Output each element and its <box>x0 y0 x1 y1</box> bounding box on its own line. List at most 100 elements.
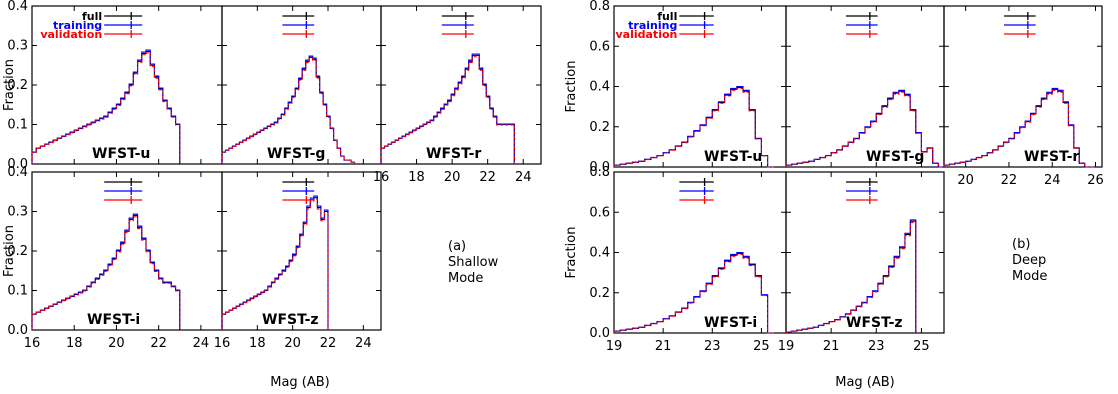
mode-label-line: (a) <box>448 239 466 254</box>
y-tick-label: 0.2 <box>589 286 610 301</box>
band-label: WFST-z <box>846 315 903 331</box>
y-tick-label: 0.0 <box>589 326 610 341</box>
band-label: WFST-g <box>267 146 325 162</box>
x-tick-label: 20 <box>444 170 461 185</box>
panel-wfst-i: 0.0 0.2 0.4 0.6 0.8 19 21 23 25 WFST-i <box>589 165 787 354</box>
y-tick-label: 0.0 <box>7 157 28 172</box>
panel-frame <box>943 5 1103 168</box>
panel-frame <box>31 171 223 331</box>
band-label: WFST-r <box>1024 149 1079 165</box>
y-axis-label: Fraction <box>564 227 579 279</box>
panel-wfst-z: 19 21 23 25 WFST-z <box>778 171 945 354</box>
x-tick-label: 16 <box>214 336 231 351</box>
x-tick-label: 25 <box>913 339 930 354</box>
y-tick-label: 0.4 <box>589 246 610 261</box>
y-axis-label: Fraction <box>2 59 17 111</box>
y-axis-label: Fraction <box>564 61 579 113</box>
y-tick-label: 0.3 <box>7 39 28 54</box>
mode-label-line: Deep <box>1012 253 1046 268</box>
x-tick-label: 26 <box>1087 173 1104 188</box>
y-tick-label: 0.1 <box>7 284 28 299</box>
validation-histogram <box>221 58 356 164</box>
x-tick-label: 22 <box>320 336 337 351</box>
y-tick-label: 0.1 <box>7 118 28 133</box>
y-tick-label: 0.6 <box>589 39 610 54</box>
y-axis-label: Fraction <box>2 225 17 277</box>
band-label: WFST-g <box>866 149 924 165</box>
x-tick-label: 18 <box>249 336 266 351</box>
x-tick-label: 20 <box>284 336 301 351</box>
legend-label-full: full <box>82 10 102 23</box>
legend-label-validation: validation <box>40 28 102 41</box>
training-histogram <box>221 195 329 330</box>
panel-wfst-r: 20 22 24 26 WFST-r <box>943 5 1104 188</box>
legend-label-training: training <box>628 19 677 32</box>
panel-wfst-i: 0.0 0.1 0.2 0.3 0.4 16 18 20 22 24 WFST-i <box>7 165 223 351</box>
y-tick-label: 0.2 <box>7 78 28 93</box>
x-tick-label: 22 <box>150 336 167 351</box>
panel-frame <box>613 171 787 334</box>
band-label: WFST-i <box>87 312 140 328</box>
x-tick-label: 23 <box>704 339 721 354</box>
x-axis-label: Mag (AB) <box>270 375 330 390</box>
x-tick-label: 23 <box>868 339 885 354</box>
x-tick-label: 24 <box>515 170 532 185</box>
validation-histogram <box>785 222 917 333</box>
validation-histogram <box>31 52 181 164</box>
y-tick-label: 0.6 <box>589 205 610 220</box>
band-label: WFST-z <box>262 312 319 328</box>
y-tick-label: 0.2 <box>7 244 28 259</box>
mode-label-line: Mode <box>1012 269 1047 284</box>
band-label: WFST-u <box>92 146 150 162</box>
x-tick-label: 24 <box>355 336 372 351</box>
panel-wfst-z: 16 18 20 22 24 WFST-z <box>214 171 382 351</box>
y-tick-label: 0.8 <box>589 165 610 180</box>
x-tick-label: 24 <box>193 336 210 351</box>
training-histogram <box>31 213 181 330</box>
x-tick-label: 22 <box>479 170 496 185</box>
x-tick-label: 16 <box>24 336 41 351</box>
mode-label-line: Mode <box>448 271 483 286</box>
y-tick-label: 0.4 <box>7 165 28 180</box>
validation-histogram <box>221 198 329 330</box>
validation-histogram <box>785 91 944 168</box>
training-histogram <box>31 49 181 164</box>
x-tick-label: 22 <box>1001 173 1018 188</box>
y-tick-label: 0.4 <box>589 80 610 95</box>
x-tick-label: 19 <box>778 339 795 354</box>
validation-histogram <box>31 216 181 330</box>
band-label: WFST-r <box>426 146 481 162</box>
validation-histogram <box>380 56 515 164</box>
x-tick-label: 20 <box>957 173 974 188</box>
panel-wfst-g: WFST-g <box>221 5 382 165</box>
x-tick-label: 21 <box>655 339 672 354</box>
validation-histogram <box>943 89 1096 168</box>
mode-label-line: (b) <box>1012 237 1030 252</box>
panel-frame <box>221 171 382 331</box>
panel-frame <box>380 5 542 165</box>
y-tick-label: 0.0 <box>7 323 28 338</box>
x-tick-label: 24 <box>1044 173 1061 188</box>
legend-label-full: full <box>657 10 677 23</box>
panel-wfst-g: WFST-g <box>785 5 945 168</box>
y-tick-label: 0.3 <box>7 205 28 220</box>
x-tick-label: 18 <box>66 336 83 351</box>
x-axis-label: Mag (AB) <box>835 375 895 390</box>
full-histogram <box>221 197 329 330</box>
panel-frame <box>785 5 945 168</box>
y-tick-label: 0.2 <box>589 120 610 135</box>
band-label: WFST-u <box>704 149 762 165</box>
y-tick-label: 0.8 <box>589 0 610 14</box>
band-label: WFST-i <box>704 315 757 331</box>
x-tick-label: 20 <box>108 336 125 351</box>
y-tick-label: 0.4 <box>7 0 28 14</box>
legend-label-validation: validation <box>616 28 678 41</box>
training-histogram <box>943 87 1096 168</box>
x-tick-label: 19 <box>606 339 623 354</box>
mode-label-line: Shallow <box>448 255 499 270</box>
